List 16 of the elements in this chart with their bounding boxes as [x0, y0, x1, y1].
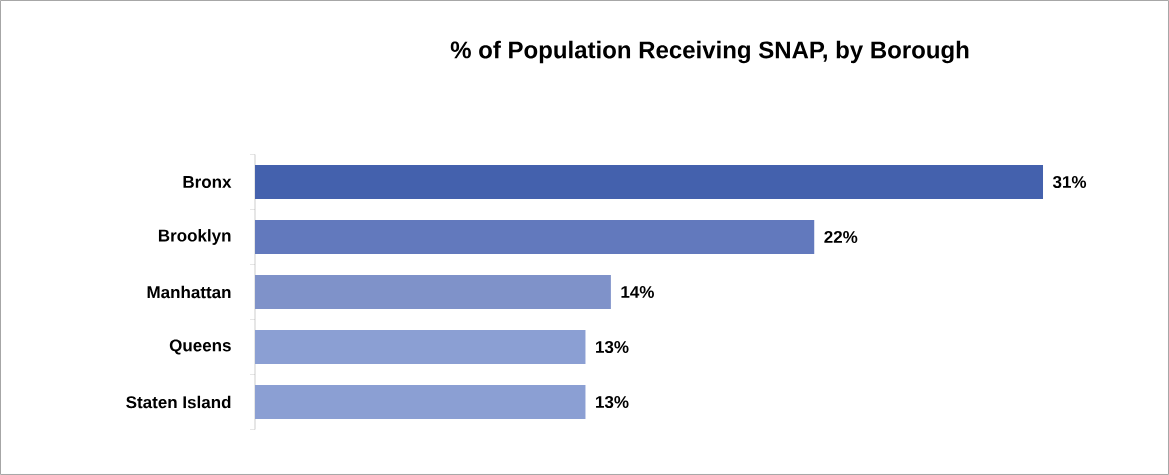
y-tick-label: Brooklyn [158, 229, 231, 245]
chart-title: % of Population Receiving SNAP, by Borough [450, 40, 969, 64]
data-label: 13% [596, 340, 629, 354]
y-tick-label: Bronx [183, 176, 232, 188]
data-label: 31% [1052, 175, 1087, 189]
data-label: 13% [596, 395, 629, 409]
data-label: 14% [621, 286, 654, 298]
bar [255, 274, 611, 309]
bar [255, 219, 815, 254]
y-tick-label: Queens [169, 339, 231, 355]
y-tick-label: Staten Island [126, 395, 231, 409]
bar [255, 164, 1044, 199]
data-label: 22% [824, 230, 858, 243]
bar [255, 329, 586, 364]
bar [255, 384, 586, 419]
y-tick-label: Manhattan [147, 285, 231, 299]
